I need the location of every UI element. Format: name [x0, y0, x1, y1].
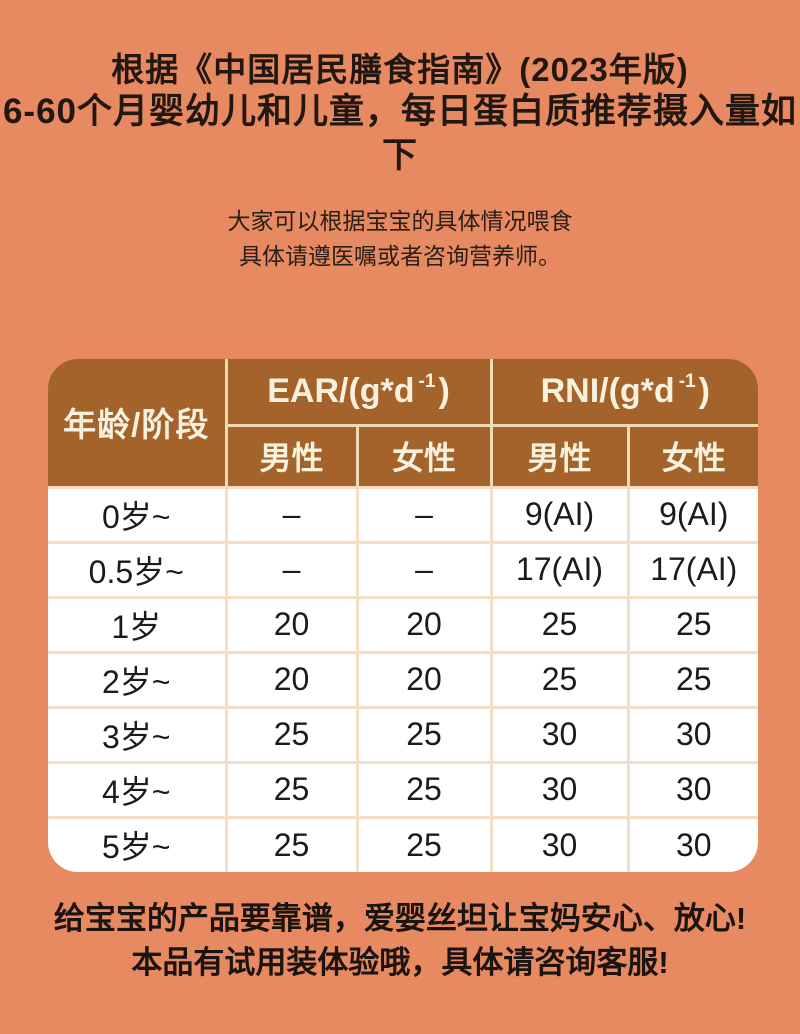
table-row: 3岁~ 25 25 30 30 — [48, 705, 758, 762]
value-cell: 20 — [355, 595, 491, 652]
title-line-2: 6-60个月婴幼儿和儿童，每日蛋白质推荐摄入量如下 — [2, 92, 798, 175]
value-cell: 20 — [355, 650, 491, 707]
rni-unit-prefix: RNI/(g*d — [540, 371, 675, 410]
value-cell: 25 — [489, 650, 628, 707]
value-cell: 30 — [489, 815, 628, 872]
subheader-rni-female: 女性 — [626, 423, 758, 487]
rni-unit-superscript: -1 — [678, 371, 696, 393]
value-cell: – — [224, 540, 357, 597]
age-stage-header: 年龄/阶段 — [48, 359, 226, 487]
value-cell: 30 — [626, 705, 758, 762]
rni-group-header: RNI/(g*d -1) — [489, 359, 758, 425]
value-cell: 25 — [355, 760, 491, 817]
table-row: 5岁~ 25 25 30 30 — [48, 815, 758, 872]
value-cell: 25 — [224, 760, 357, 817]
age-cell: 0岁~ — [48, 485, 226, 542]
age-cell: 3岁~ — [48, 705, 226, 762]
table-row: 0.5岁~ – – 17(AI) 17(AI) — [48, 540, 758, 597]
subheader-ear-male: 男性 — [224, 423, 357, 487]
table-row: 2岁~ 20 20 25 25 — [48, 650, 758, 707]
value-cell: 25 — [355, 705, 491, 762]
value-cell: 25 — [224, 815, 357, 872]
rni-unit-suffix: ) — [698, 371, 710, 410]
age-cell: 2岁~ — [48, 650, 226, 707]
value-cell: 25 — [224, 705, 357, 762]
age-cell: 5岁~ — [48, 815, 226, 872]
value-cell: 20 — [224, 650, 357, 707]
value-cell: 25 — [626, 650, 758, 707]
value-cell: 17(AI) — [489, 540, 628, 597]
table-row: 1岁 20 20 25 25 — [48, 595, 758, 652]
note-line-1: 大家可以根据宝宝的具体情况喂食 — [227, 208, 573, 234]
value-cell: 30 — [489, 705, 628, 762]
value-cell: – — [355, 485, 491, 542]
ear-group-header: EAR/(g*d -1) — [224, 359, 491, 425]
page: { "page": { "background_color": "#E78A62… — [0, 50, 800, 1034]
value-cell: 20 — [224, 595, 357, 652]
footer-line-1: 给宝宝的产品要靠谱，爱婴丝坦让宝妈安心、放心! — [53, 901, 747, 936]
age-cell: 4岁~ — [48, 760, 226, 817]
value-cell: 9(AI) — [626, 485, 758, 542]
value-cell: – — [355, 540, 491, 597]
age-cell: 0.5岁~ — [48, 540, 226, 597]
value-cell: 30 — [489, 760, 628, 817]
protein-intake-table: 年龄/阶段 EAR/(g*d -1) RNI/(g*d -1) 男性 女性 男性 女… — [48, 359, 758, 872]
subheader-rni-male: 男性 — [489, 423, 628, 487]
ear-unit-suffix: ) — [438, 371, 450, 410]
value-cell: 9(AI) — [489, 485, 628, 542]
note-line-2: 具体请遵医嘱或者咨询营养师。 — [239, 243, 561, 269]
ear-unit-superscript: -1 — [418, 371, 436, 393]
subheader-ear-female: 女性 — [355, 423, 491, 487]
ear-unit-prefix: EAR/(g*d — [267, 371, 415, 410]
value-cell: 17(AI) — [626, 540, 758, 597]
age-cell: 1岁 — [48, 595, 226, 652]
footer-line-2: 本品有试用装体验哦，具体请咨询客服! — [131, 945, 669, 980]
value-cell: – — [224, 485, 357, 542]
value-cell: 25 — [626, 595, 758, 652]
table-row: 0岁~ – – 9(AI) 9(AI) — [48, 485, 758, 542]
value-cell: 25 — [355, 815, 491, 872]
table-row: 4岁~ 25 25 30 30 — [48, 760, 758, 817]
title-line-1: 根据《中国居民膳食指南》(2023年版) — [111, 51, 689, 88]
value-cell: 25 — [489, 595, 628, 652]
value-cell: 30 — [626, 760, 758, 817]
value-cell: 30 — [626, 815, 758, 872]
